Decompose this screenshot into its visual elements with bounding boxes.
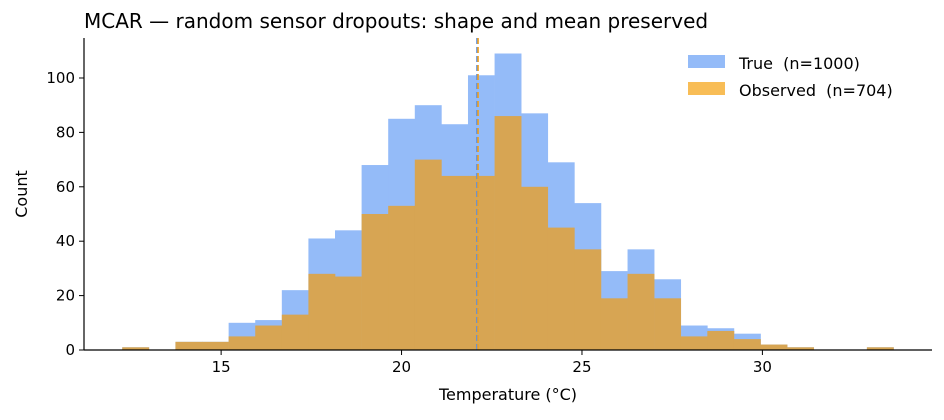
y-ticks: 0 20 40 60 80 100 — [46, 69, 84, 359]
x-ticks: 15 20 25 30 — [212, 350, 772, 376]
x-tick-label: 20 — [392, 358, 411, 376]
series-observed — [122, 116, 894, 351]
bar-observed-0 — [122, 347, 150, 350]
legend-label-true: True (n=1000) — [738, 54, 860, 73]
y-tick-label: 20 — [56, 287, 75, 305]
bar-observed-16 — [547, 227, 575, 350]
x-axis-label: Temperature (°C) — [438, 385, 577, 404]
bar-observed-24 — [760, 344, 788, 350]
bar-observed-15 — [521, 186, 549, 350]
legend-swatch-true — [688, 55, 725, 68]
bar-observed-2 — [175, 341, 203, 350]
bar-observed-9 — [361, 213, 389, 350]
bar-observed-11 — [414, 159, 442, 350]
bar-observed-5 — [255, 325, 283, 350]
bar-observed-17 — [574, 249, 602, 350]
y-tick-label: 80 — [56, 123, 75, 141]
x-tick-label: 15 — [212, 358, 231, 376]
bar-observed-6 — [281, 314, 309, 350]
bar-observed-21 — [680, 336, 708, 350]
bar-observed-12 — [441, 175, 469, 350]
y-axis-label: Count — [12, 170, 31, 218]
bar-observed-10 — [388, 205, 416, 350]
bar-observed-19 — [627, 273, 655, 350]
bar-observed-20 — [654, 298, 682, 350]
bar-observed-7 — [308, 273, 336, 350]
bar-observed-22 — [707, 330, 735, 350]
mean-lines — [476, 38, 479, 350]
chart-title: MCAR — random sensor dropouts: shape and… — [84, 9, 708, 33]
y-tick-label: 100 — [46, 69, 75, 87]
x-tick-label: 25 — [572, 358, 591, 376]
bar-observed-3 — [202, 341, 229, 350]
y-tick-label: 40 — [56, 232, 75, 250]
bar-observed-13 — [467, 175, 495, 350]
legend: True (n=1000) Observed (n=704) — [688, 54, 893, 100]
bar-observed-4 — [228, 336, 256, 350]
x-tick-label: 30 — [753, 358, 772, 376]
bar-observed-8 — [335, 276, 362, 350]
bar-observed-28 — [866, 347, 894, 350]
bar-observed-23 — [733, 339, 761, 350]
bar-observed-25 — [787, 347, 815, 350]
bar-observed-18 — [600, 298, 628, 350]
y-tick-label: 0 — [65, 341, 75, 359]
legend-swatch-observed — [688, 82, 725, 95]
legend-label-observed: Observed (n=704) — [739, 81, 893, 100]
bar-observed-14 — [494, 116, 522, 351]
y-tick-label: 60 — [56, 178, 75, 196]
